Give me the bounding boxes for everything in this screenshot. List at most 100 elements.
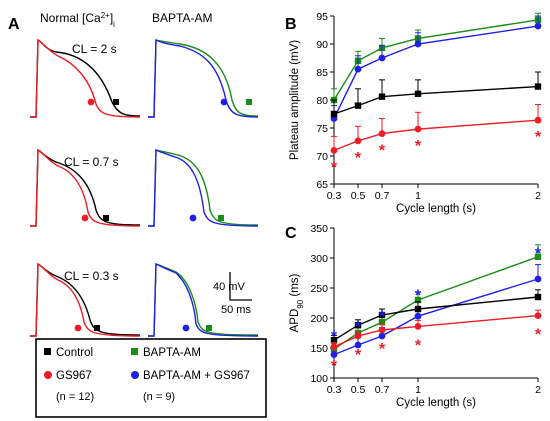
y-axis-label-unit: (ms) — [289, 273, 301, 299]
data-point — [378, 130, 386, 138]
legend-swatch-bapta — [131, 348, 138, 355]
legend-label-control: Control — [56, 347, 93, 359]
data-point — [534, 312, 542, 319]
data-point — [378, 332, 386, 340]
significance-star: * — [331, 328, 338, 345]
data-point — [330, 337, 338, 344]
significance-star: * — [331, 358, 338, 375]
marker-control-cl-0.3s — [94, 325, 100, 331]
row-label-cl-2s: CL = 2 s — [72, 42, 117, 56]
scale-bar: 40 mV 50 ms — [213, 272, 252, 316]
series-line-bapta_gs967 — [333, 278, 539, 356]
marker-bapta-cl-0.3s — [206, 325, 212, 331]
data-point — [354, 322, 362, 329]
panel-a-normal-header: Normal [Ca2+]i — [40, 11, 115, 29]
y-tick-label: 150 — [310, 343, 328, 355]
series-bapta_gs967 — [330, 15, 542, 122]
row-label-cl-0.3s: CL = 0.3 s — [64, 269, 119, 283]
significance-star: * — [535, 327, 542, 344]
trace-bapta-gs967-cl-0.7s — [148, 148, 259, 227]
y-tick-label: 85 — [316, 67, 328, 79]
x-axis-label: Cycle length (s) — [396, 203, 476, 215]
x-tick-label: 2 — [535, 384, 541, 396]
trace-bapta-gs967-cl-2s — [148, 38, 259, 118]
x-tick-label: 2 — [535, 190, 541, 202]
legend-swatch-control — [44, 348, 51, 355]
data-point — [414, 296, 422, 304]
marker-control-cl-0.7s — [103, 215, 109, 221]
series-bapta — [330, 12, 542, 104]
data-point — [414, 305, 422, 313]
significance-star: * — [415, 337, 422, 354]
series-gs967 — [330, 309, 542, 351]
data-point — [534, 83, 542, 90]
y-tick-label: 75 — [316, 123, 328, 135]
y-tick-label: 200 — [310, 313, 328, 325]
marker-bapta-cl-0.7s — [218, 215, 224, 221]
normal-header-sub: i — [113, 20, 115, 29]
marker-gs967-cl-0.3s — [74, 324, 82, 332]
series-control — [330, 289, 542, 344]
x-tick-label: 0.5 — [351, 190, 366, 202]
normal-header-suffix: ] — [110, 11, 113, 25]
panel-a-letter: A — [8, 16, 20, 33]
significance-star: * — [355, 319, 362, 336]
legend-n-right: (n = 9) — [143, 391, 175, 403]
data-point — [534, 22, 542, 30]
y-tick-label: 65 — [316, 179, 328, 191]
data-point — [330, 110, 338, 118]
significance-star: * — [379, 341, 386, 358]
y-tick-label: 350 — [310, 223, 328, 235]
legend-label-bapta: BAPTA-AM — [143, 347, 201, 359]
legend-n-left: (n = 12) — [56, 391, 94, 403]
marker-bapta-gs967-cl-0.7s — [189, 214, 197, 222]
data-point — [414, 40, 422, 48]
data-point — [534, 275, 542, 283]
y-tick-label: 100 — [310, 373, 328, 385]
normal-header-prefix: Normal [Ca — [40, 11, 101, 25]
panel-a-bapta-header: BAPTA-AM — [152, 11, 212, 25]
data-point — [354, 332, 362, 340]
legend-swatch-gs967 — [44, 371, 52, 379]
data-point — [534, 116, 542, 124]
x-axis-label: Cycle length (s) — [396, 397, 476, 409]
data-point — [354, 341, 362, 349]
y-axis-label: Plateau amplitude (mV) — [289, 40, 301, 160]
marker-control-cl-2s — [113, 99, 119, 105]
legend-label-bapta-gs967: BAPTA-AM + GS967 — [143, 370, 250, 382]
series-control — [330, 71, 542, 118]
y-tick-label: 300 — [310, 253, 328, 265]
data-point — [330, 343, 338, 351]
data-point — [414, 125, 422, 133]
y-axis-label-sub: 90 — [296, 299, 305, 308]
data-point — [354, 137, 362, 145]
significance-star: * — [355, 347, 362, 364]
significance-star: * — [415, 288, 422, 305]
trace-bapta-gs967-cl-0.3s — [148, 262, 259, 337]
legend-box — [35, 338, 267, 418]
legend-label-gs967: GS967 — [56, 370, 92, 382]
data-point — [354, 65, 362, 73]
panel-c-letter: C — [285, 225, 297, 242]
series-line-bapta_gs967 — [333, 25, 539, 119]
legend: Control BAPTA-AM GS967 BAPTA-AM + GS967 … — [35, 338, 267, 418]
data-point — [414, 312, 422, 320]
x-tick-label: 0.3 — [327, 190, 342, 202]
trace-row-cl-0.7s: CL = 0.7 s — [30, 148, 259, 227]
data-point — [354, 102, 362, 109]
y-tick-label: 250 — [310, 283, 328, 295]
data-point — [414, 323, 422, 330]
panel-b-letter: B — [285, 16, 297, 33]
marker-bapta-cl-2s — [246, 99, 252, 105]
y-axis-label: APD90 (ms) — [289, 273, 305, 332]
significance-star: * — [415, 138, 422, 155]
x-tick-label: 1 — [415, 384, 421, 396]
series-line-gs967 — [333, 119, 539, 152]
significance-star: * — [331, 159, 338, 176]
marker-bapta-gs967-cl-2s — [220, 98, 228, 106]
data-point — [378, 319, 386, 326]
marker-gs967-cl-2s — [87, 98, 95, 106]
scalebar-voltage-label: 40 mV — [213, 281, 245, 293]
x-tick-label: 0.5 — [351, 384, 366, 396]
